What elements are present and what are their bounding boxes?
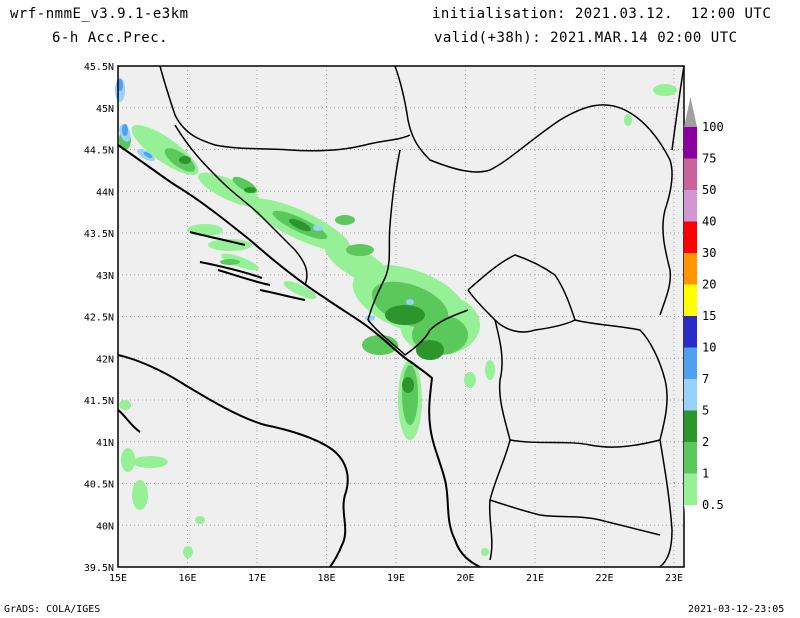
colorbar-segment [684, 284, 697, 316]
lat-label: 41N [96, 438, 114, 449]
colorbar-top-arrow [684, 97, 697, 127]
colorbar-label: 1 [702, 467, 709, 481]
lat-label: 45N [96, 104, 114, 115]
lat-label: 40.5N [84, 480, 114, 491]
colorbar-segment [684, 158, 697, 190]
colorbar-segment [684, 316, 697, 348]
lon-label: 19E [387, 573, 405, 584]
lat-label: 39.5N [84, 563, 114, 574]
lon-label: 22E [595, 573, 613, 584]
lat-label: 40N [96, 521, 114, 532]
footer-credit: GrADS: COLA/IGES [4, 604, 101, 615]
colorbar-segment [684, 473, 697, 505]
lat-label: 44.5N [84, 146, 114, 157]
colorbar-label: 10 [702, 341, 716, 355]
lat-label: 42N [96, 354, 114, 365]
lat-label: 41.5N [84, 396, 114, 407]
init-time: initialisation: 2021.03.12. 12:00 UTC [432, 6, 772, 22]
lon-label: 18E [317, 573, 335, 584]
lon-label: 15E [109, 573, 127, 584]
colorbar-segment [684, 410, 697, 442]
colorbar-segment [684, 190, 697, 222]
lon-label: 16E [178, 573, 196, 584]
colorbar-bottom-arrow [684, 505, 697, 560]
colorbar-segment [684, 347, 697, 379]
colorbar-label: 20 [702, 278, 716, 292]
colorbar-label: 30 [702, 246, 716, 260]
colorbar-label: 0.5 [702, 498, 724, 512]
model-title: wrf-nmmE_v3.9.1-e3km [10, 6, 189, 22]
lat-label: 45.5N [84, 62, 114, 73]
colorbar-segment [684, 127, 697, 159]
colorbar-segment [684, 379, 697, 411]
colorbar-label: 5 [702, 404, 709, 418]
coastlines [117, 144, 481, 568]
latitude-labels: 45.5N 45N 44.5N 44N 43.5N 43N 42.5N 42N 41.5N 41N… [84, 62, 114, 574]
lon-label: 23E [665, 573, 683, 584]
colorbar-label: 2 [702, 435, 709, 449]
lat-label: 42.5N [84, 313, 114, 324]
field-title: 6-h Acc.Prec. [52, 30, 169, 46]
colorbar-segment [684, 442, 697, 474]
lon-label: 20E [456, 573, 474, 584]
lon-label: 17E [248, 573, 266, 584]
colorbar-segment [684, 253, 697, 285]
valid-time: valid(+38h): 2021.MAR.14 02:00 UTC [434, 30, 738, 46]
precip-bands [115, 78, 677, 558]
colorbar-label: 7 [702, 372, 709, 386]
colorbar-label: 15 [702, 309, 716, 323]
footer-timestamp: 2021-03-12-23:05 [688, 604, 785, 615]
lon-label: 21E [526, 573, 544, 584]
lat-label: 43N [96, 271, 114, 282]
lat-label: 43.5N [84, 229, 114, 240]
colorbar-label: 100 [702, 120, 724, 134]
colorbar-label: 40 [702, 215, 716, 229]
colorbar-label: 75 [702, 152, 716, 166]
colorbar-segment [684, 221, 697, 253]
lat-label: 44N [96, 187, 114, 198]
longitude-labels: 15E 16E 17E 18E 19E 20E 21E 22E 23E [109, 573, 683, 584]
colorbar-label: 50 [702, 183, 716, 197]
country-borders [159, 65, 685, 568]
